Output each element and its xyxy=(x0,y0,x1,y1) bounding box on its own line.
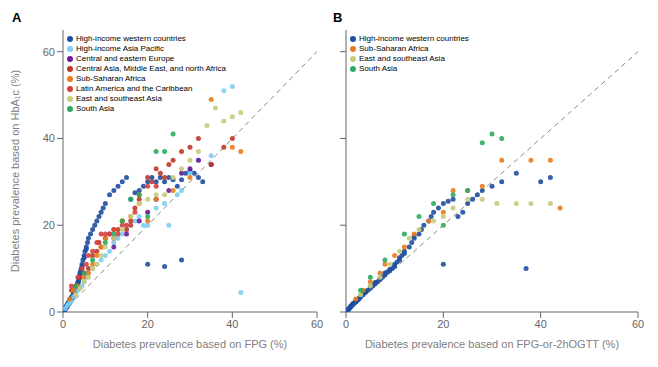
svg-text:60: 60 xyxy=(632,318,644,330)
svg-text:Diabetes prevalence based on F: Diabetes prevalence based on FPG-or-2hOG… xyxy=(365,338,619,350)
svg-text:0: 0 xyxy=(60,318,66,330)
svg-text:60: 60 xyxy=(311,318,323,330)
svg-text:0: 0 xyxy=(343,318,349,330)
svg-text:60: 60 xyxy=(43,46,55,58)
html-text:East and southeast Asia: East and southeast Asia xyxy=(359,54,445,63)
svg-text:40: 40 xyxy=(43,132,55,144)
html-text:South Asia: South Asia xyxy=(359,64,398,73)
svg-text:20: 20 xyxy=(437,318,449,330)
svg-text:40: 40 xyxy=(535,318,547,330)
html-text:High-income western countries: High-income western countries xyxy=(359,34,469,43)
html-text:Sub-Saharan Africa: Sub-Saharan Africa xyxy=(359,44,429,53)
html-text:Sub-Saharan Africa: Sub-Saharan Africa xyxy=(76,74,146,83)
svg-text:40: 40 xyxy=(226,318,238,330)
html-text:East and southeast Asia: East and southeast Asia xyxy=(76,94,162,103)
html-text:Latin America and the Caribbea: Latin America and the Caribbean xyxy=(76,84,193,93)
html-text:A: A xyxy=(12,10,22,25)
html-text:Central Asia, Middle East, and: Central Asia, Middle East, and north Afr… xyxy=(76,64,226,73)
html-text:High-income Asia Pacific: High-income Asia Pacific xyxy=(76,44,164,53)
html-text:B: B xyxy=(333,10,343,25)
svg-text:20: 20 xyxy=(43,219,55,231)
html-text:High-income western countries: High-income western countries xyxy=(76,34,186,43)
svg-text:Diabetes prevalence based on F: Diabetes prevalence based on FPG (%) xyxy=(93,338,287,350)
svg-text:20: 20 xyxy=(142,318,154,330)
svg-text:0: 0 xyxy=(49,306,55,318)
svg-text:Diabetes prevalence based on H: Diabetes prevalence based on HbA₁c (%) xyxy=(9,70,21,272)
html-text:Central and eastern Europe: Central and eastern Europe xyxy=(76,54,175,63)
html-text:South Asia: South Asia xyxy=(76,104,115,113)
